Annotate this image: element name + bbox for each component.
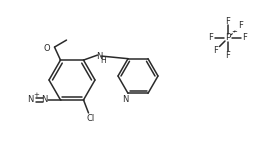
Text: F: F <box>213 46 218 55</box>
Text: +: + <box>34 92 39 98</box>
Text: F: F <box>226 16 230 25</box>
Text: F: F <box>209 33 213 42</box>
Text: N: N <box>41 95 48 104</box>
Text: F: F <box>242 33 248 42</box>
Text: F: F <box>238 21 243 30</box>
Text: −: − <box>231 29 237 35</box>
Text: H: H <box>101 56 106 65</box>
Text: O: O <box>44 44 50 53</box>
Text: N: N <box>122 95 128 104</box>
Text: Cl: Cl <box>86 114 95 123</box>
Text: F: F <box>226 50 230 59</box>
Text: N: N <box>27 95 34 104</box>
Text: P: P <box>225 33 231 42</box>
Text: N: N <box>96 52 103 61</box>
